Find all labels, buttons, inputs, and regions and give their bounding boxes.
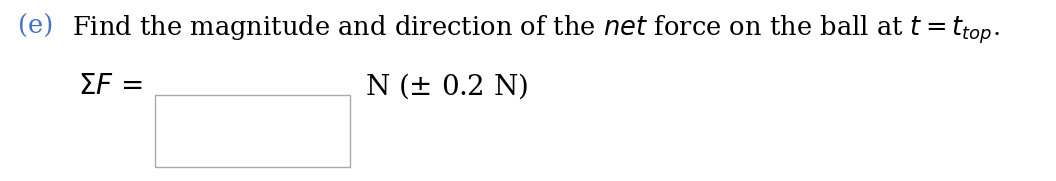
Bar [155, 95, 350, 167]
Text: $\Sigma F$ =: $\Sigma F$ = [78, 73, 143, 100]
Text: (e): (e) [18, 14, 53, 39]
Text: N ($\pm$ 0.2 N): N ($\pm$ 0.2 N) [365, 71, 528, 101]
Text: Find the magnitude and direction of the $\it{net}$ force on the ball at $t = t_{: Find the magnitude and direction of the … [72, 14, 1000, 46]
